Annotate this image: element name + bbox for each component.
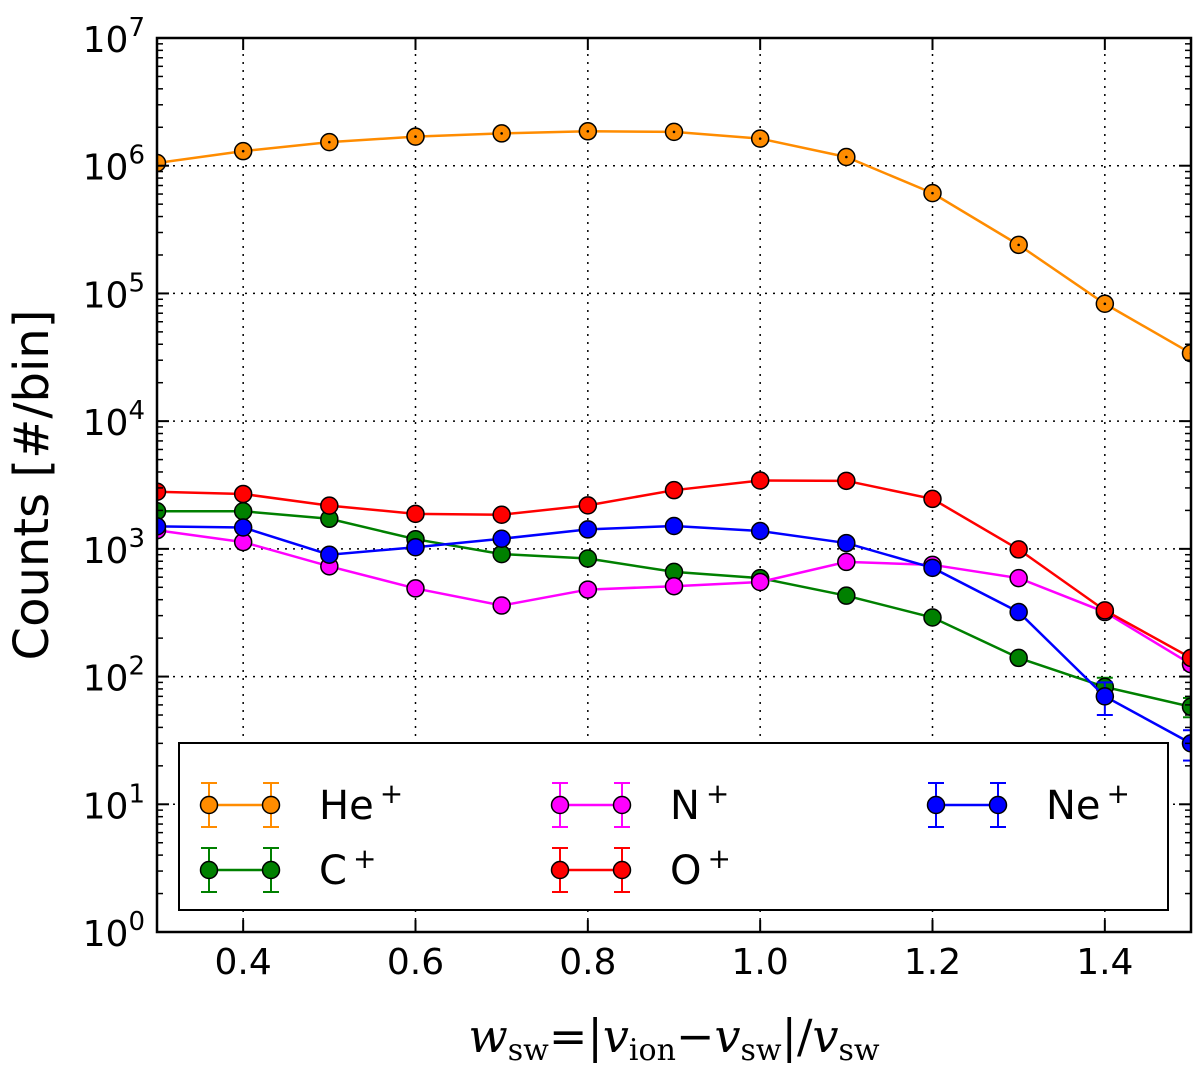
data-point: [1009, 540, 1028, 559]
data-point: [837, 533, 856, 553]
data-point-center: [672, 130, 676, 134]
data-point: [923, 558, 942, 578]
data-point: [320, 496, 339, 515]
data-point: [406, 579, 425, 598]
data-point: [406, 537, 425, 557]
y-tick-label: 103: [83, 524, 145, 572]
data-point: [406, 504, 425, 524]
legend-marker: [612, 860, 632, 880]
data-point: [578, 580, 598, 599]
data-point: [750, 572, 770, 592]
legend-label: N +: [670, 777, 729, 829]
data-point-center: [328, 140, 331, 144]
axis-ticks: 0.4 0.6 0.8 1.0 1.2 1.4 100 101 102 103 104 105 106 1…: [83, 13, 1191, 983]
series-ne: [157, 516, 1191, 762]
data-point: [664, 576, 684, 596]
x-tick-label: 0.6: [387, 942, 444, 983]
data-point: [750, 471, 770, 490]
data-point: [578, 549, 598, 568]
data-point-center: [500, 132, 503, 135]
legend-label: C +: [319, 842, 376, 894]
legend-entry-he: He +: [199, 777, 403, 829]
legend-entry-ne: Ne +: [926, 777, 1130, 829]
legend-marker: [261, 860, 281, 880]
legend-marker: [261, 795, 281, 815]
y-tick-label: 104: [83, 396, 145, 444]
series-c: [157, 501, 1191, 719]
data-point: [492, 544, 511, 564]
legend-entry-n: N +: [550, 777, 729, 829]
data-series: [157, 122, 1191, 762]
data-point: [1009, 648, 1028, 668]
data-point: [1095, 687, 1115, 706]
legend-marker: [550, 860, 570, 880]
data-point: [1009, 568, 1028, 588]
legend-label: Ne +: [1046, 777, 1130, 829]
data-point: [1009, 602, 1028, 622]
data-point: [1181, 344, 1191, 363]
data-point-center: [414, 135, 417, 138]
data-point-center: [241, 149, 245, 153]
data-point: [1095, 601, 1115, 620]
x-tick-label: 0.8: [559, 942, 616, 983]
legend-marker: [612, 795, 632, 815]
data-point: [923, 489, 942, 509]
legend: He + N + Ne + C + O +: [178, 742, 1169, 911]
data-point: [492, 596, 511, 615]
data-point: [578, 496, 598, 515]
data-point: [233, 501, 253, 521]
data-point-center: [931, 191, 934, 195]
plot-frame: [155, 36, 1193, 934]
y-axis-title: Counts [#/bin]: [4, 310, 60, 661]
data-point-center: [845, 155, 848, 159]
data-point: [492, 505, 511, 524]
data-point: [837, 471, 856, 491]
legend-entry-o: O +: [550, 842, 731, 894]
data-point: [923, 608, 942, 627]
y-tick-label: 105: [83, 268, 145, 316]
x-tick-label: 1.4: [1076, 942, 1133, 983]
y-tick-label: 100: [83, 907, 145, 955]
x-tick-label: 1.0: [732, 942, 789, 983]
data-point: [157, 502, 167, 521]
y-tick-label: 102: [83, 652, 145, 700]
data-point: [492, 529, 511, 548]
data-point: [1181, 697, 1191, 717]
data-point: [664, 480, 684, 500]
legend-marker: [988, 795, 1008, 815]
x-tick-label: 0.4: [215, 942, 272, 983]
x-tick-label: 1.2: [904, 942, 961, 983]
data-point: [664, 516, 684, 536]
data-point: [750, 521, 770, 541]
series-he: [157, 122, 1191, 363]
legend-label: O +: [670, 842, 731, 894]
data-point: [578, 520, 598, 539]
data-point: [1181, 648, 1191, 668]
legend-marker: [199, 795, 219, 815]
legend-marker: [199, 860, 219, 880]
data-point: [157, 517, 167, 536]
data-point: [233, 518, 253, 537]
series-o: [157, 471, 1191, 668]
data-point: [837, 586, 856, 605]
data-point-center: [758, 137, 762, 140]
data-point-center: [1017, 243, 1020, 247]
legend-marker: [550, 795, 570, 815]
legend-entry-c: C +: [199, 842, 376, 894]
data-point-center: [586, 129, 590, 133]
y-tick-label: 106: [83, 141, 145, 189]
data-point: [837, 552, 856, 572]
data-point-center: [1103, 302, 1107, 306]
y-tick-label: 101: [83, 779, 145, 827]
data-point: [320, 545, 339, 564]
y-tick-label: 107: [83, 13, 145, 61]
legend-marker: [926, 795, 946, 815]
legend-label: He +: [319, 777, 403, 829]
x-axis-title: wsw=|vion−vsw|/vsw: [468, 1009, 880, 1065]
data-point: [233, 484, 253, 504]
data-point: [157, 153, 167, 173]
